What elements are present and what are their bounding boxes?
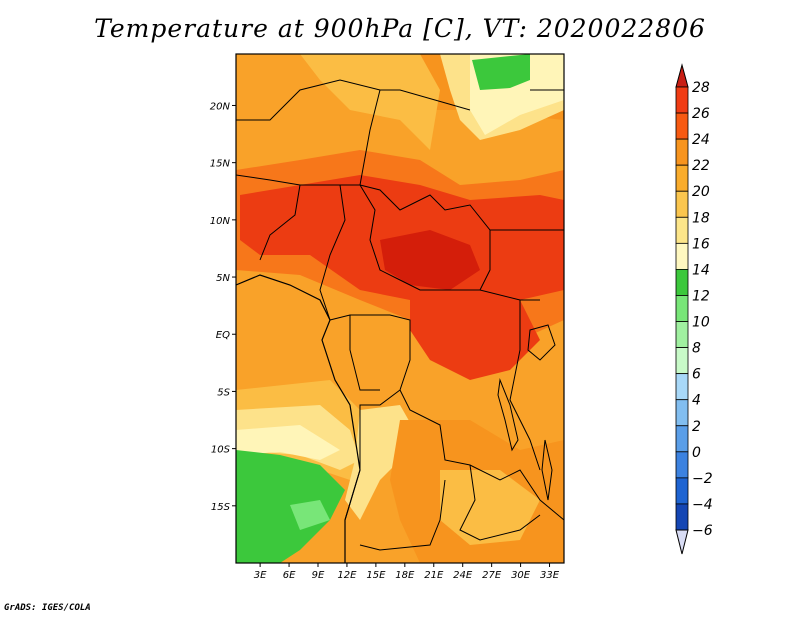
field-north-mild [300, 54, 440, 150]
colorbar-swatch [675, 451, 689, 479]
colorbar-swatch [675, 216, 689, 244]
colorbar-swatch [675, 86, 689, 114]
colorbar-label: 24 [692, 132, 710, 148]
field-south-mild [440, 470, 540, 545]
colorbar-label: 10 [692, 315, 710, 331]
y-tick-label: EQ [216, 330, 230, 341]
colorbar-label: −6 [692, 523, 713, 539]
lake-tanganyika [497, 378, 519, 452]
colorbar-swatch [675, 242, 689, 270]
field-hot-core [380, 230, 480, 290]
colorbar-label: −2 [692, 471, 713, 487]
colorbar-swatch [675, 190, 689, 218]
field-sw-green [236, 450, 345, 563]
colorbar-swatch [675, 138, 689, 166]
y-tick-label: 15N [210, 159, 231, 170]
x-tick-label: 33E [540, 570, 560, 581]
y-tick-label: 10S [211, 445, 231, 456]
country-borders [236, 79, 564, 563]
colorbar-swatch [675, 295, 689, 322]
lake-malawi [541, 439, 553, 501]
x-tick-label: 24E [453, 570, 473, 581]
colorbar-swatch [675, 373, 689, 401]
colorbar-underflow-arrow [675, 529, 689, 555]
y-tick-label: 15S [211, 502, 231, 513]
field-east-hot [410, 290, 540, 380]
x-tick-label: 9E [312, 570, 325, 581]
colorbar-label: 2 [692, 419, 701, 435]
colorbar-swatch [675, 269, 689, 296]
colorbar-swatch [675, 112, 689, 140]
x-tick-label: 15E [366, 570, 386, 581]
colorbar-label: 6 [692, 367, 701, 383]
colorbar-label: 22 [692, 158, 710, 174]
colorbar-label: 26 [692, 106, 710, 122]
colorbar-label: 16 [692, 236, 710, 252]
map-title: Temperature at 900hPa [C], VT: 202002280… [94, 14, 706, 43]
x-tick-label: 6E [283, 570, 296, 581]
y-tick-label: 10N [210, 216, 231, 227]
y-axis: 20N 15N 10N 5N EQ 5S 10S 15S [210, 101, 236, 513]
colorbar-label: 20 [692, 184, 710, 200]
colorbar-swatch [675, 164, 689, 192]
colorbar-label: 4 [692, 393, 701, 409]
coastline [236, 274, 361, 563]
colorbar-swatch [675, 347, 689, 375]
plot-frame [235, 53, 565, 564]
field-ne-green [472, 54, 530, 90]
colorbar-swatch [675, 477, 689, 505]
lake-victoria [527, 324, 556, 361]
colorbar-swatch [675, 399, 689, 427]
colorbar-swatch [675, 503, 689, 531]
colorbar-label: 28 [692, 80, 710, 96]
colorbar-label: 14 [692, 262, 710, 278]
temperature-map [236, 54, 564, 563]
field-sw-pale [236, 425, 340, 460]
colorbar-swatch [675, 425, 689, 453]
colorbar-swatch [675, 321, 689, 348]
colorbar-label: 12 [692, 288, 710, 304]
colorbar-label: 8 [692, 341, 701, 357]
y-tick-label: 5S [217, 387, 230, 398]
colorbar-label: 18 [692, 210, 710, 226]
colorbar-overflow-arrow [675, 63, 689, 88]
field-sw-light-green [290, 500, 330, 530]
colorbar-label: 0 [692, 445, 701, 461]
x-tick-label: 12E [337, 570, 357, 581]
x-axis: 3E 6E 9E 12E 15E 18E 21E 24E 27E 30E 33E [254, 563, 560, 581]
colorbar-label: −4 [692, 497, 713, 513]
x-tick-label: 21E [424, 570, 444, 581]
x-tick-label: 30E [511, 570, 531, 581]
y-tick-label: 5N [216, 273, 230, 284]
x-tick-label: 18E [395, 570, 415, 581]
y-tick-label: 20N [210, 101, 231, 112]
credit-text: GrADS: IGES/COLA [4, 603, 91, 613]
x-tick-label: 27E [482, 570, 502, 581]
x-tick-label: 3E [254, 570, 267, 581]
